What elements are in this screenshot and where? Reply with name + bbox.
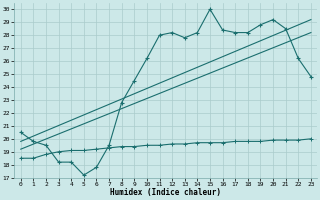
- X-axis label: Humidex (Indice chaleur): Humidex (Indice chaleur): [110, 188, 221, 197]
